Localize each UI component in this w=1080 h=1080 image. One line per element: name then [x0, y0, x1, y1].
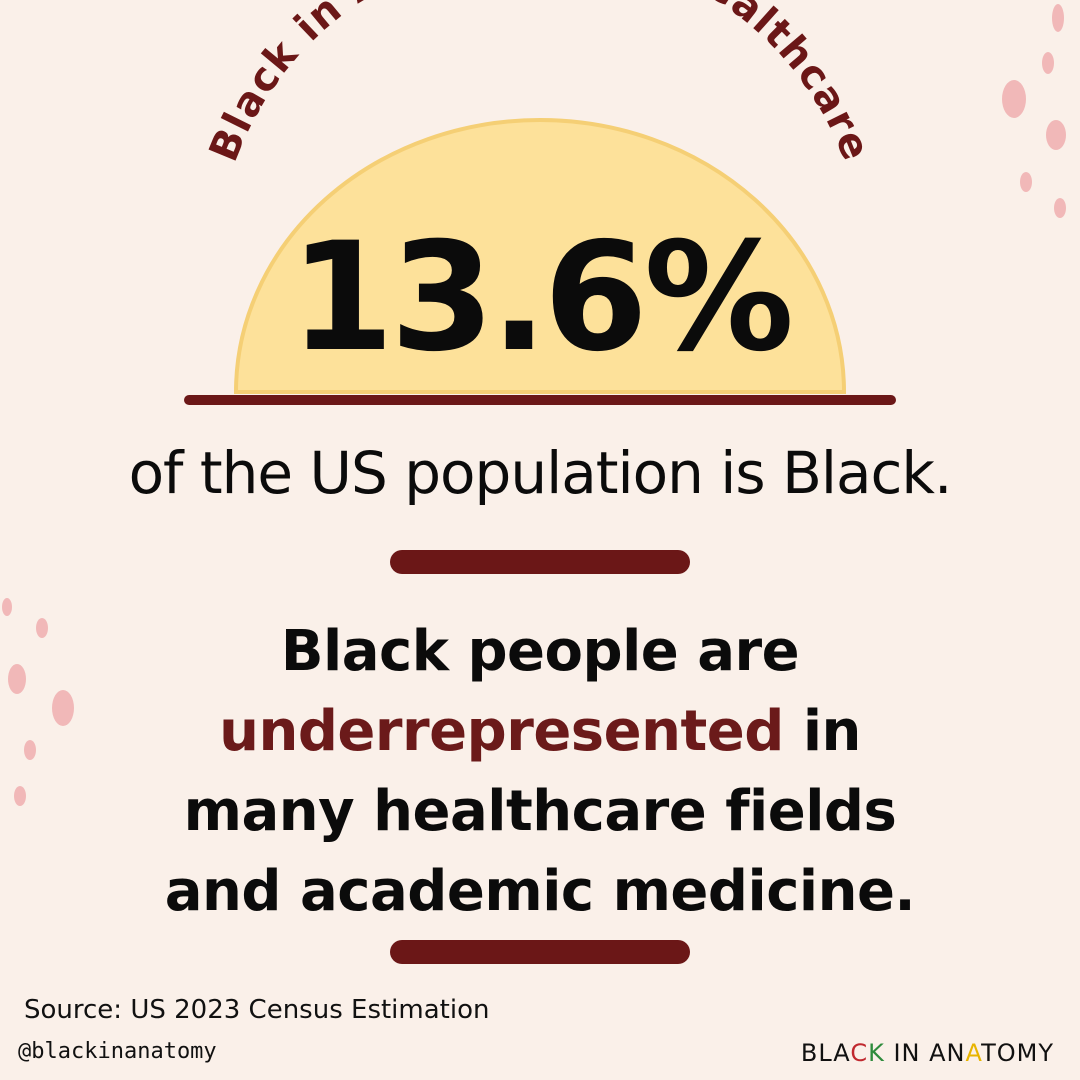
logo-part-c: C — [850, 1039, 869, 1067]
decorative-dot — [52, 690, 74, 726]
stat-percentage: 13.6% — [289, 211, 794, 385]
message-line-2: underrepresented in — [0, 692, 1080, 772]
decorative-dot — [1002, 80, 1026, 118]
message-line-2-rest: in — [783, 699, 862, 764]
logo-part-k: K — [868, 1039, 885, 1067]
source-citation: Source: US 2023 Census Estimation — [24, 995, 490, 1025]
message-line-4: and academic medicine. — [164, 859, 916, 924]
decorative-dot — [36, 618, 48, 638]
logo-part-an: AN — [929, 1039, 966, 1067]
underrepresentation-message: Black people are underrepresented in man… — [0, 612, 1080, 932]
logo-part-bla: BLA — [800, 1039, 851, 1067]
decorative-dot — [8, 664, 26, 694]
sun-base-line — [184, 395, 896, 405]
message-line-3: many healthcare fields — [183, 779, 897, 844]
sun-arc-graphic: Black in Anatomy and Healthcare — [201, 0, 878, 394]
logo-part-tomy: TOMY — [981, 1039, 1054, 1067]
decorative-dot — [1054, 198, 1066, 218]
divider-top — [390, 550, 690, 574]
decorative-dot — [1042, 52, 1054, 74]
decorative-dot — [14, 786, 26, 806]
decorative-dot — [2, 598, 12, 616]
decorative-dot — [1046, 120, 1066, 150]
decorative-dot — [24, 740, 36, 760]
divider-bottom — [390, 940, 690, 964]
highlight-underrepresented: underrepresented — [219, 699, 784, 764]
decorative-dot — [1052, 4, 1064, 32]
logo-part-a: A — [965, 1039, 982, 1067]
social-handle: @blackinanatomy — [18, 1039, 217, 1064]
logo-part-in: IN — [893, 1039, 921, 1067]
logo-space-2 — [921, 1039, 930, 1067]
decorative-dot — [1020, 172, 1032, 192]
sun-half-circle — [233, 118, 847, 394]
black-in-anatomy-logo: BLACK IN ANATOMY — [801, 1034, 1054, 1072]
message-line-1: Black people are — [280, 619, 800, 684]
population-subtitle: of the US population is Black. — [128, 439, 953, 507]
